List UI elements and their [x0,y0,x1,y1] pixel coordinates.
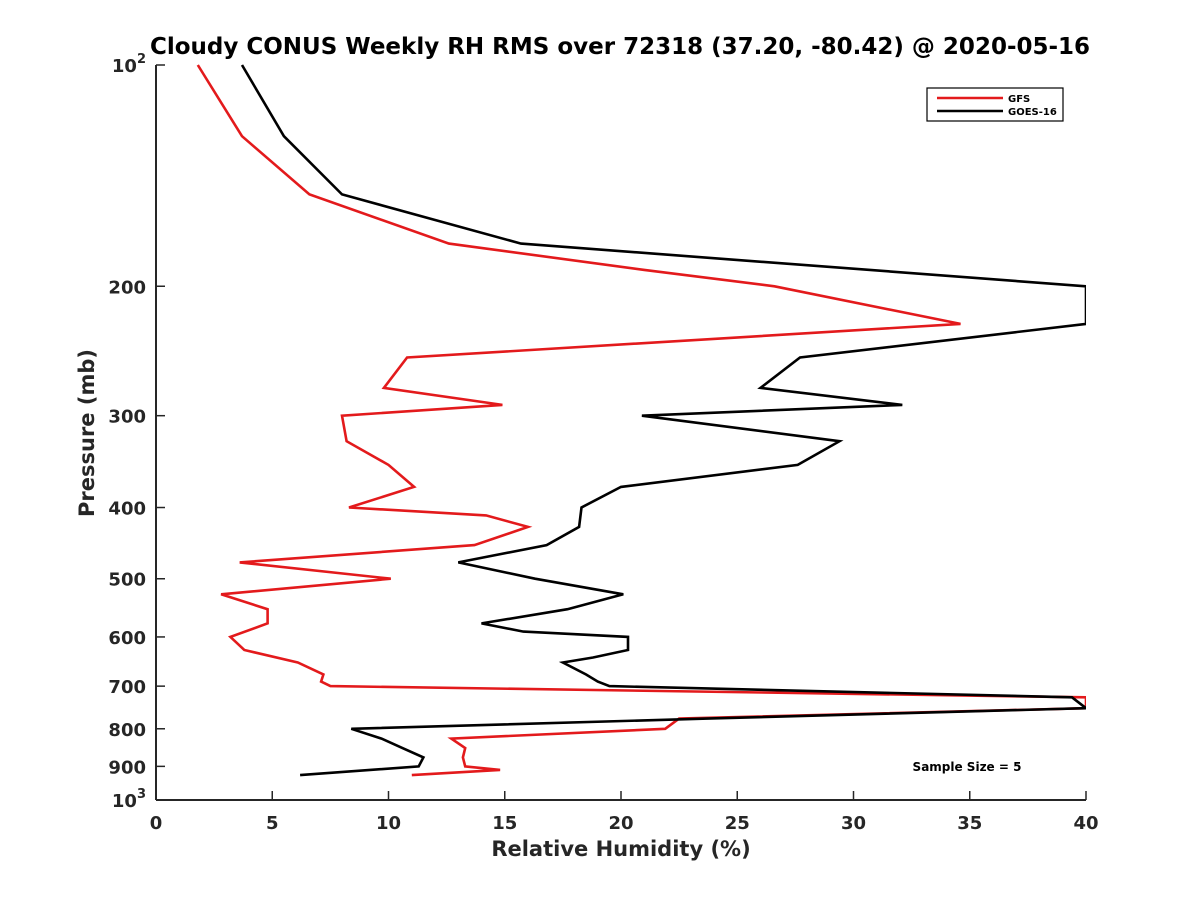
x-tick-label: 25 [725,813,750,834]
series-layer [196,64,1086,777]
x-tick-label: 10 [376,813,401,834]
y-tick-label-power: 102 [112,52,146,77]
y-tick-label: 300 [108,407,146,428]
series-line-gfs [196,64,1086,777]
legend-label-goes-16: GOES-16 [1008,107,1057,118]
y-tick-label-base: 10 [112,56,137,77]
y-tick-label-exponent: 2 [137,52,146,67]
x-tick-label: 5 [266,813,279,834]
x-tick-label: 30 [841,813,866,834]
x-ticks: 0 5 10 15 20 25 30 35 40 [150,791,1099,834]
y-tick-label-exponent: 3 [137,787,146,802]
y-tick-label: 900 [108,757,146,778]
x-tick-label: 20 [608,813,633,834]
y-tick-label: 200 [108,277,146,298]
legend-box [926,87,1064,122]
y-tick-label: 400 [108,499,146,520]
x-axis-label: Relative Humidity (%) [491,837,750,861]
y-tick-label-power: 103 [112,787,146,812]
y-tick-label-base: 10 [112,791,137,812]
sample-size-annotation: Sample Size = 5 [913,760,1022,774]
x-tick-label: 40 [1073,813,1098,834]
y-tick-label: 500 [108,570,146,591]
y-tick-label: 600 [108,628,146,649]
x-tick-label: 0 [150,813,163,834]
legend-label-gfs: GFS [1008,94,1030,105]
x-tick-label: 15 [492,813,517,834]
legend: GFS GOES-16 [926,87,1064,122]
series-line-goes-16 [240,64,1086,777]
y-tick-label: 800 [108,720,146,741]
x-tick-label: 35 [957,813,982,834]
chart-title: Cloudy CONUS Weekly RH RMS over 72318 (3… [150,34,1090,60]
y-tick-label: 700 [108,677,146,698]
y-axis-label: Pressure (mb) [75,349,99,517]
